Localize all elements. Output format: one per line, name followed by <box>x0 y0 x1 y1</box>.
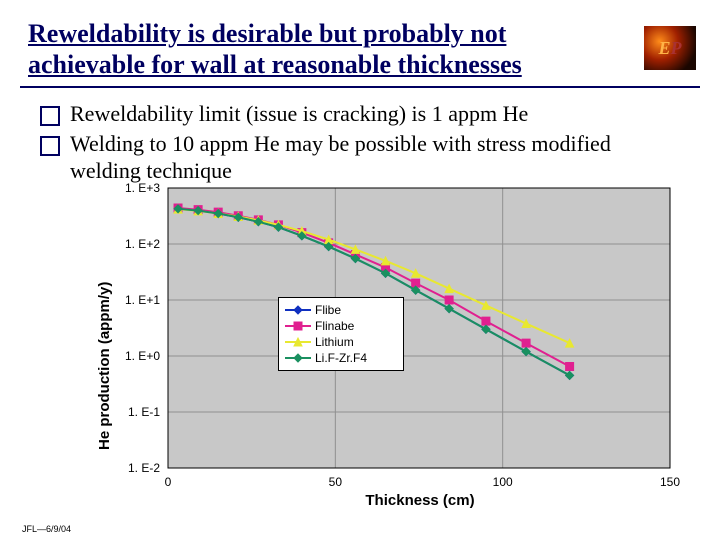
svg-text:1. E-1: 1. E-1 <box>128 405 160 419</box>
svg-text:1. E+1: 1. E+1 <box>125 293 160 307</box>
svg-text:0: 0 <box>165 475 172 489</box>
bullet-square-icon <box>40 136 60 156</box>
bullet-square-icon <box>40 106 60 126</box>
legend-label: Lithium <box>315 335 354 349</box>
svg-text:1. E+0: 1. E+0 <box>125 349 160 363</box>
chart-legend: Flibe Flinabe Lithium Li.F-Zr.F4 <box>278 297 404 371</box>
svg-text:1. E+2: 1. E+2 <box>125 237 160 251</box>
slide-title: Reweldability is desirable but probably … <box>28 18 568 80</box>
legend-swatch <box>285 352 311 364</box>
bullet-text: Welding to 10 appm He may be possible wi… <box>70 130 670 185</box>
y-axis-label: He production (appm/y) <box>96 282 113 450</box>
slide-footer: JFL—6/9/04 <box>22 524 71 534</box>
bullet-text: Reweldability limit (issue is cracking) … <box>70 100 528 128</box>
he-production-chart: 1. E-2 1. E-1 1. E+0 1. E+1 1. E+2 1. E+3 0 50 1… <box>90 180 680 510</box>
legend-swatch <box>285 336 311 348</box>
title-text: Reweldability is desirable but probably … <box>28 19 522 79</box>
bullet-item: Reweldability limit (issue is cracking) … <box>40 100 670 128</box>
title-underline <box>20 86 700 88</box>
legend-swatch <box>285 320 311 332</box>
legend-swatch <box>285 304 311 316</box>
bullet-list: Reweldability limit (issue is cracking) … <box>40 100 670 187</box>
bullet-item: Welding to 10 appm He may be possible wi… <box>40 130 670 185</box>
svg-text:100: 100 <box>493 475 513 489</box>
legend-label: Flibe <box>315 303 341 317</box>
ep-logo: EP <box>644 26 696 70</box>
legend-item: Li.F-Zr.F4 <box>285 350 397 366</box>
legend-label: Li.F-Zr.F4 <box>315 351 367 365</box>
svg-text:50: 50 <box>329 475 343 489</box>
svg-text:150: 150 <box>660 475 680 489</box>
logo-letter-p: P <box>671 38 682 59</box>
legend-item: Lithium <box>285 334 397 350</box>
x-axis-label: Thickness (cm) <box>290 492 550 509</box>
legend-item: Flibe <box>285 302 397 318</box>
logo-letter-e: E <box>658 38 670 59</box>
legend-item: Flinabe <box>285 318 397 334</box>
svg-text:1. E+3: 1. E+3 <box>125 181 160 195</box>
legend-label: Flinabe <box>315 319 354 333</box>
svg-text:1. E-2: 1. E-2 <box>128 461 160 475</box>
